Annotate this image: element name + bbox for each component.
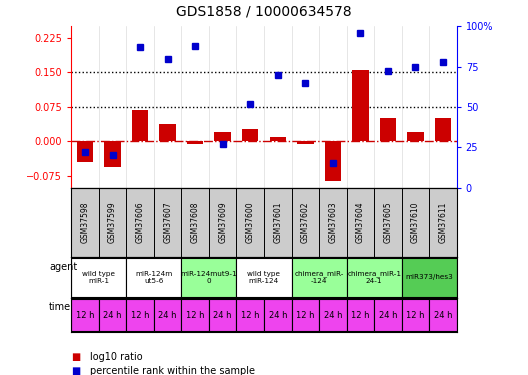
Text: 24 h: 24 h bbox=[269, 310, 287, 320]
Text: GSM37604: GSM37604 bbox=[356, 201, 365, 243]
Bar bbox=[187, 141, 203, 144]
Text: GSM37603: GSM37603 bbox=[328, 201, 337, 243]
Bar bbox=[126, 258, 182, 297]
Text: GSM37611: GSM37611 bbox=[438, 201, 447, 243]
Bar bbox=[71, 258, 126, 297]
Text: GSM37607: GSM37607 bbox=[163, 201, 172, 243]
Text: ■: ■ bbox=[71, 352, 81, 362]
Bar bbox=[402, 299, 429, 331]
Text: time: time bbox=[49, 302, 71, 312]
Text: GSM37602: GSM37602 bbox=[301, 201, 310, 243]
Text: percentile rank within the sample: percentile rank within the sample bbox=[90, 366, 254, 375]
Text: 24 h: 24 h bbox=[324, 310, 342, 320]
Bar bbox=[264, 299, 291, 331]
Bar bbox=[237, 299, 264, 331]
Bar bbox=[182, 299, 209, 331]
Text: 12 h: 12 h bbox=[186, 310, 204, 320]
Text: 12 h: 12 h bbox=[296, 310, 315, 320]
Text: 24 h: 24 h bbox=[103, 310, 122, 320]
Text: GSM37600: GSM37600 bbox=[246, 201, 254, 243]
Bar bbox=[291, 299, 319, 331]
Bar bbox=[380, 118, 396, 141]
Bar bbox=[319, 299, 346, 331]
Text: GSM37608: GSM37608 bbox=[191, 201, 200, 243]
Text: 12 h: 12 h bbox=[241, 310, 259, 320]
Bar bbox=[126, 299, 154, 331]
Bar bbox=[346, 299, 374, 331]
Text: 12 h: 12 h bbox=[406, 310, 425, 320]
Text: chimera_miR-
-124: chimera_miR- -124 bbox=[295, 271, 344, 284]
Bar bbox=[99, 299, 126, 331]
Text: 24 h: 24 h bbox=[213, 310, 232, 320]
Bar bbox=[237, 258, 291, 297]
Bar bbox=[269, 137, 286, 141]
Text: 24 h: 24 h bbox=[379, 310, 397, 320]
Text: GSM37599: GSM37599 bbox=[108, 201, 117, 243]
Text: chimera_miR-1
24-1: chimera_miR-1 24-1 bbox=[347, 271, 401, 284]
Text: GSM37610: GSM37610 bbox=[411, 201, 420, 243]
Bar bbox=[407, 132, 423, 141]
Bar bbox=[242, 129, 259, 141]
Text: miR-124mut9-1
0: miR-124mut9-1 0 bbox=[181, 271, 237, 284]
Bar bbox=[297, 141, 314, 144]
Text: GDS1858 / 10000634578: GDS1858 / 10000634578 bbox=[176, 5, 352, 19]
Bar bbox=[159, 124, 176, 141]
Bar bbox=[154, 299, 182, 331]
Bar bbox=[291, 258, 346, 297]
Bar bbox=[374, 299, 402, 331]
Bar bbox=[77, 141, 93, 162]
Text: agent: agent bbox=[49, 262, 78, 272]
Bar bbox=[346, 258, 402, 297]
Bar bbox=[71, 299, 99, 331]
Text: wild type
miR-124: wild type miR-124 bbox=[248, 271, 280, 284]
Text: GSM37601: GSM37601 bbox=[274, 201, 282, 243]
Bar bbox=[182, 258, 237, 297]
Text: ■: ■ bbox=[71, 366, 81, 375]
Bar bbox=[132, 110, 148, 141]
Text: 12 h: 12 h bbox=[351, 310, 370, 320]
Text: log10 ratio: log10 ratio bbox=[90, 352, 143, 362]
Text: GSM37609: GSM37609 bbox=[218, 201, 227, 243]
Bar bbox=[214, 132, 231, 141]
Bar bbox=[402, 258, 457, 297]
Text: miR-124m
ut5-6: miR-124m ut5-6 bbox=[135, 271, 173, 284]
Bar bbox=[209, 299, 237, 331]
Text: wild type
miR-1: wild type miR-1 bbox=[82, 271, 115, 284]
Text: 24 h: 24 h bbox=[433, 310, 452, 320]
Text: GSM37606: GSM37606 bbox=[136, 201, 145, 243]
Text: 24 h: 24 h bbox=[158, 310, 177, 320]
Text: GSM37598: GSM37598 bbox=[81, 201, 90, 243]
Bar bbox=[105, 141, 121, 167]
Text: GSM37605: GSM37605 bbox=[383, 201, 392, 243]
Text: 12 h: 12 h bbox=[131, 310, 149, 320]
Text: 12 h: 12 h bbox=[76, 310, 95, 320]
Bar bbox=[325, 141, 341, 181]
Bar bbox=[352, 70, 369, 141]
Bar bbox=[435, 118, 451, 141]
Bar bbox=[429, 299, 457, 331]
Text: miR373/hes3: miR373/hes3 bbox=[406, 274, 453, 280]
